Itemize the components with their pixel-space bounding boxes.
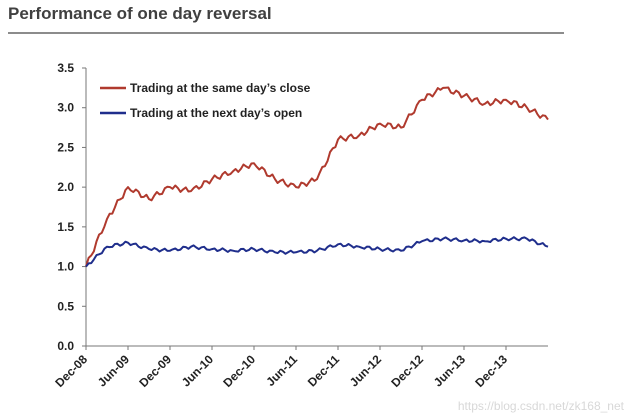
x-tick-label: Jun-12 — [347, 352, 384, 389]
y-tick-label: 0.0 — [57, 339, 74, 353]
y-tick-label: 2.0 — [57, 180, 74, 194]
y-tick-labels: 0.0 0.5 1.0 1.5 2.0 2.5 3.0 3.5 — [57, 61, 74, 353]
x-tick-label: Dec-09 — [136, 352, 174, 390]
x-tick-label: Dec-08 — [52, 352, 90, 390]
page-title: Performance of one day reversal — [8, 4, 272, 23]
chart-axes — [82, 67, 548, 350]
title-divider — [8, 32, 564, 34]
x-tick-label: Jun-09 — [95, 352, 132, 389]
chart-legend: Trading at the same day’s close Trading a… — [100, 81, 311, 120]
legend-label-close: Trading at the same day’s close — [130, 81, 311, 95]
y-tick-label: 0.5 — [57, 299, 74, 313]
series-lines — [85, 86, 549, 268]
x-tick-labels: Dec-08 Jun-09 Dec-09 Jun-10 Dec-10 Jun-11 Dec-… — [52, 352, 510, 390]
x-tick-label: Dec-10 — [220, 352, 258, 390]
y-tick-label: 1.5 — [57, 220, 74, 234]
y-tick-label: 3.0 — [57, 101, 74, 115]
legend-label-open: Trading at the next day’s open — [130, 106, 302, 120]
x-tick-label: Dec-13 — [472, 352, 510, 390]
series-line-close — [85, 86, 549, 267]
y-tick-label: 3.5 — [57, 61, 74, 75]
x-tick-label: Dec-11 — [305, 352, 342, 389]
y-tick-label: 2.5 — [57, 140, 74, 154]
x-tick-label: Dec-12 — [388, 352, 426, 390]
x-tick-label: Jun-13 — [431, 352, 468, 389]
x-tick-label: Jun-11 — [263, 352, 300, 389]
watermark: https://blog.csdn.net/zk168_net — [457, 399, 624, 413]
x-tick-label: Jun-10 — [179, 352, 216, 389]
series-line-open — [85, 236, 549, 268]
y-tick-label: 1.0 — [57, 260, 74, 274]
